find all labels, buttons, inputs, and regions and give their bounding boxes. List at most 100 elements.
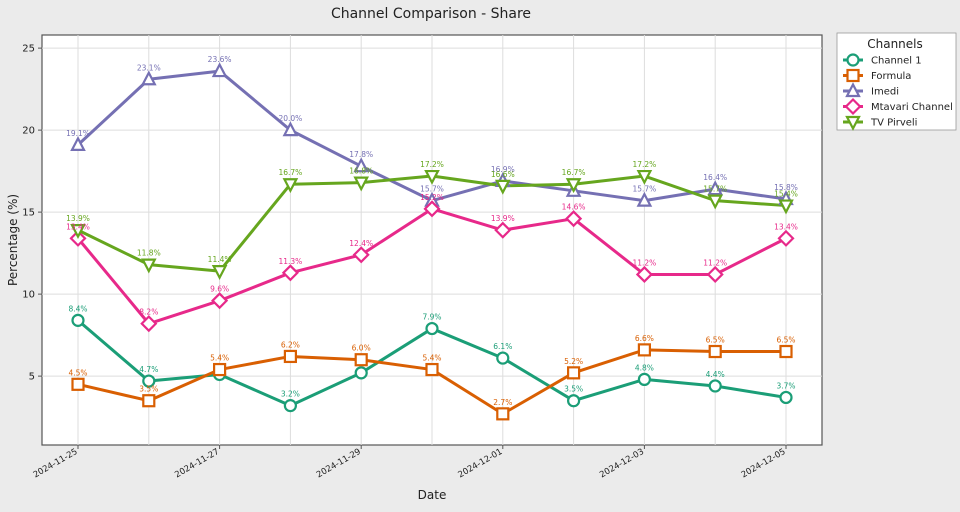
data-labels: 8.4% 4.7% 3.2% 7.9% 6.1% 3.5% 4.8% 4.4% 3.7% 4.5%… [66,55,798,407]
data-point [496,407,510,421]
data-point [636,191,653,207]
legend-marker [846,68,860,83]
data-point [140,70,157,86]
data-point [213,362,227,377]
data-label: 23.1% [137,63,161,72]
data-point [142,374,156,388]
data-label: 7.9% [422,313,441,322]
data-label: 6.0% [352,344,371,353]
data-label: 15.7% [632,185,656,194]
data-point [282,121,299,137]
data-label: 17.2% [420,160,444,169]
x-tick-label: 2024-11-29 [315,447,363,480]
legend-label: Channel 1 [871,56,922,67]
data-point [779,344,793,359]
data-point [777,229,795,247]
data-label: 3.2% [281,390,300,399]
data-point [142,394,156,408]
data-label: 17.2% [632,160,656,169]
data-point [565,210,583,228]
data-point [637,343,652,357]
legend-label: TV Pirveli [870,118,917,129]
data-label: 4.4% [706,370,725,379]
data-label: 11.2% [632,258,656,267]
data-label: 9.6% [210,285,229,294]
data-point [352,246,370,264]
data-point [71,377,85,391]
data-label: 6.6% [635,334,654,343]
legend-marker [845,82,861,98]
chart-title: Channel Comparison - Share [331,6,531,22]
data-point [140,315,158,333]
data-label: 13.4% [774,222,798,231]
data-label: 15.7% [420,185,444,194]
data-label: 4.7% [139,365,158,374]
x-tick-label: 2024-11-25 [32,447,80,480]
data-label: 6.5% [706,336,725,345]
data-point [707,180,724,196]
data-label: 15.4% [774,190,798,199]
data-label: 19.1% [66,129,90,138]
legend-marker [846,53,860,67]
data-label: 16.7% [562,168,586,177]
data-label: 11.8% [137,249,161,258]
x-tick-label: 2024-12-03 [598,447,646,480]
data-label: 11.4% [208,255,232,264]
data-point [354,366,368,380]
data-point [211,265,228,281]
x-axis-label: Date [418,488,447,502]
data-point [706,265,724,283]
series-markers [69,62,795,421]
data-label: 3.5% [564,385,583,394]
data-label: 13.9% [66,214,90,223]
x-axis-ticks: 2024-11-25 2024-11-27 2024-11-29 2024-12-01… [32,445,788,480]
data-point [636,169,653,185]
data-point [494,179,511,195]
data-point [283,399,297,413]
data-label: 16.8% [349,167,373,176]
data-label: 5.4% [422,354,441,363]
data-label: 16.4% [703,173,727,182]
y-axis-ticks: 5 10 15 20 25 [22,44,42,383]
data-label: 14.6% [562,203,586,212]
data-label: 15.8% [774,183,798,192]
data-label: 17.8% [349,150,373,159]
data-point [635,265,653,283]
data-point [424,169,440,185]
data-point [70,224,86,240]
data-label: 11.2% [703,258,727,267]
data-point [354,353,368,367]
data-label: 3.7% [776,381,795,390]
data-point [425,321,439,336]
legend: Channels Channel 1 Formula Imedi Mtavari Ch… [836,32,957,131]
data-label: 13.9% [491,214,515,223]
data-label: 16.7% [278,168,302,177]
data-point [708,344,722,359]
y-tick-label: 10 [22,290,35,301]
legend-marker [845,115,861,131]
y-tick-label: 20 [22,126,35,137]
data-label: 11.3% [278,257,302,266]
legend-marker [844,97,862,116]
data-point [565,178,582,194]
y-tick-label: 25 [22,44,35,55]
data-label: 20.0% [278,114,302,123]
data-point [637,372,652,386]
legend-title: Channels [867,37,923,51]
data-label: 6.2% [281,340,300,349]
data-point [496,351,510,365]
data-point [140,258,157,274]
data-point [566,366,581,380]
data-point [779,390,793,405]
legend-label: Formula [871,71,911,82]
data-point [425,362,439,377]
data-point [282,178,299,194]
data-label: 4.8% [635,363,654,372]
legend-label: Mtavari Channel [871,102,953,113]
data-point [708,379,722,393]
data-label: 8.2% [139,308,158,317]
legend-label: Imedi [871,87,899,98]
y-tick-label: 15 [22,208,35,219]
data-point [211,292,229,310]
